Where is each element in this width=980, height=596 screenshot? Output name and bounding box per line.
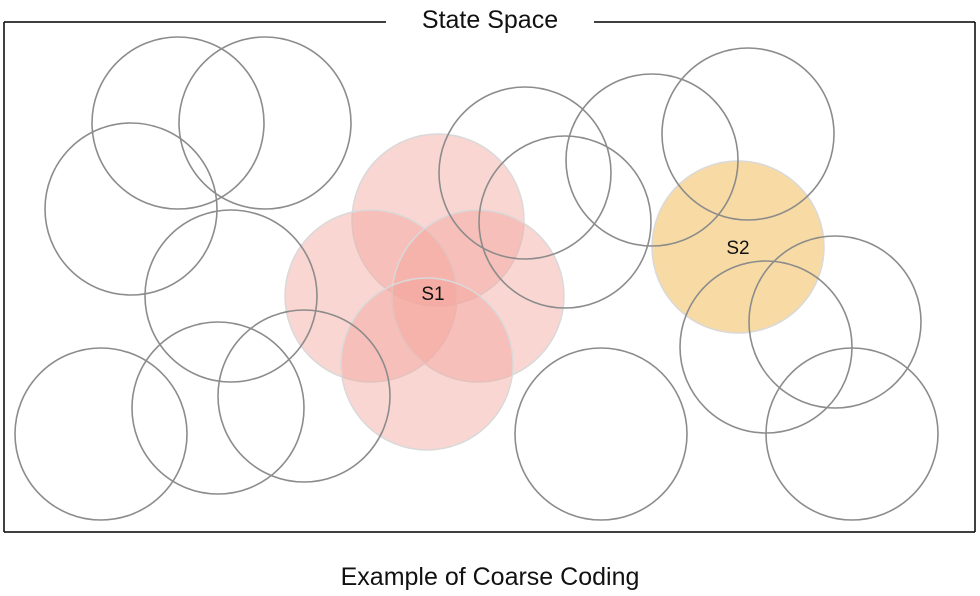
feature-circle xyxy=(144,209,318,383)
inactive-features xyxy=(14,36,939,521)
state-space-title: State Space xyxy=(422,6,558,34)
feature-circle xyxy=(478,135,652,309)
feature-circle-s1-right xyxy=(391,209,565,383)
state-s1-label: S1 xyxy=(421,284,444,305)
feature-circle xyxy=(217,309,391,483)
feature-circle xyxy=(748,235,922,409)
feature-circle xyxy=(438,86,612,260)
state-s2-label: S2 xyxy=(726,238,749,259)
feature-circle xyxy=(661,47,835,221)
feature-circle xyxy=(514,347,688,521)
state-space-frame xyxy=(3,21,976,533)
feature-circle xyxy=(44,122,218,296)
feature-circle xyxy=(178,36,352,210)
diagram-caption: Example of Coarse Coding xyxy=(341,563,640,591)
feature-circle xyxy=(91,36,265,210)
feature-circle-s1-left xyxy=(284,209,458,383)
feature-circle-s1-bottom xyxy=(340,277,514,451)
s1-active-features xyxy=(284,133,565,451)
feature-circle xyxy=(765,347,939,521)
feature-circle xyxy=(565,73,739,247)
feature-circle xyxy=(14,347,188,521)
feature-circle xyxy=(131,321,305,495)
